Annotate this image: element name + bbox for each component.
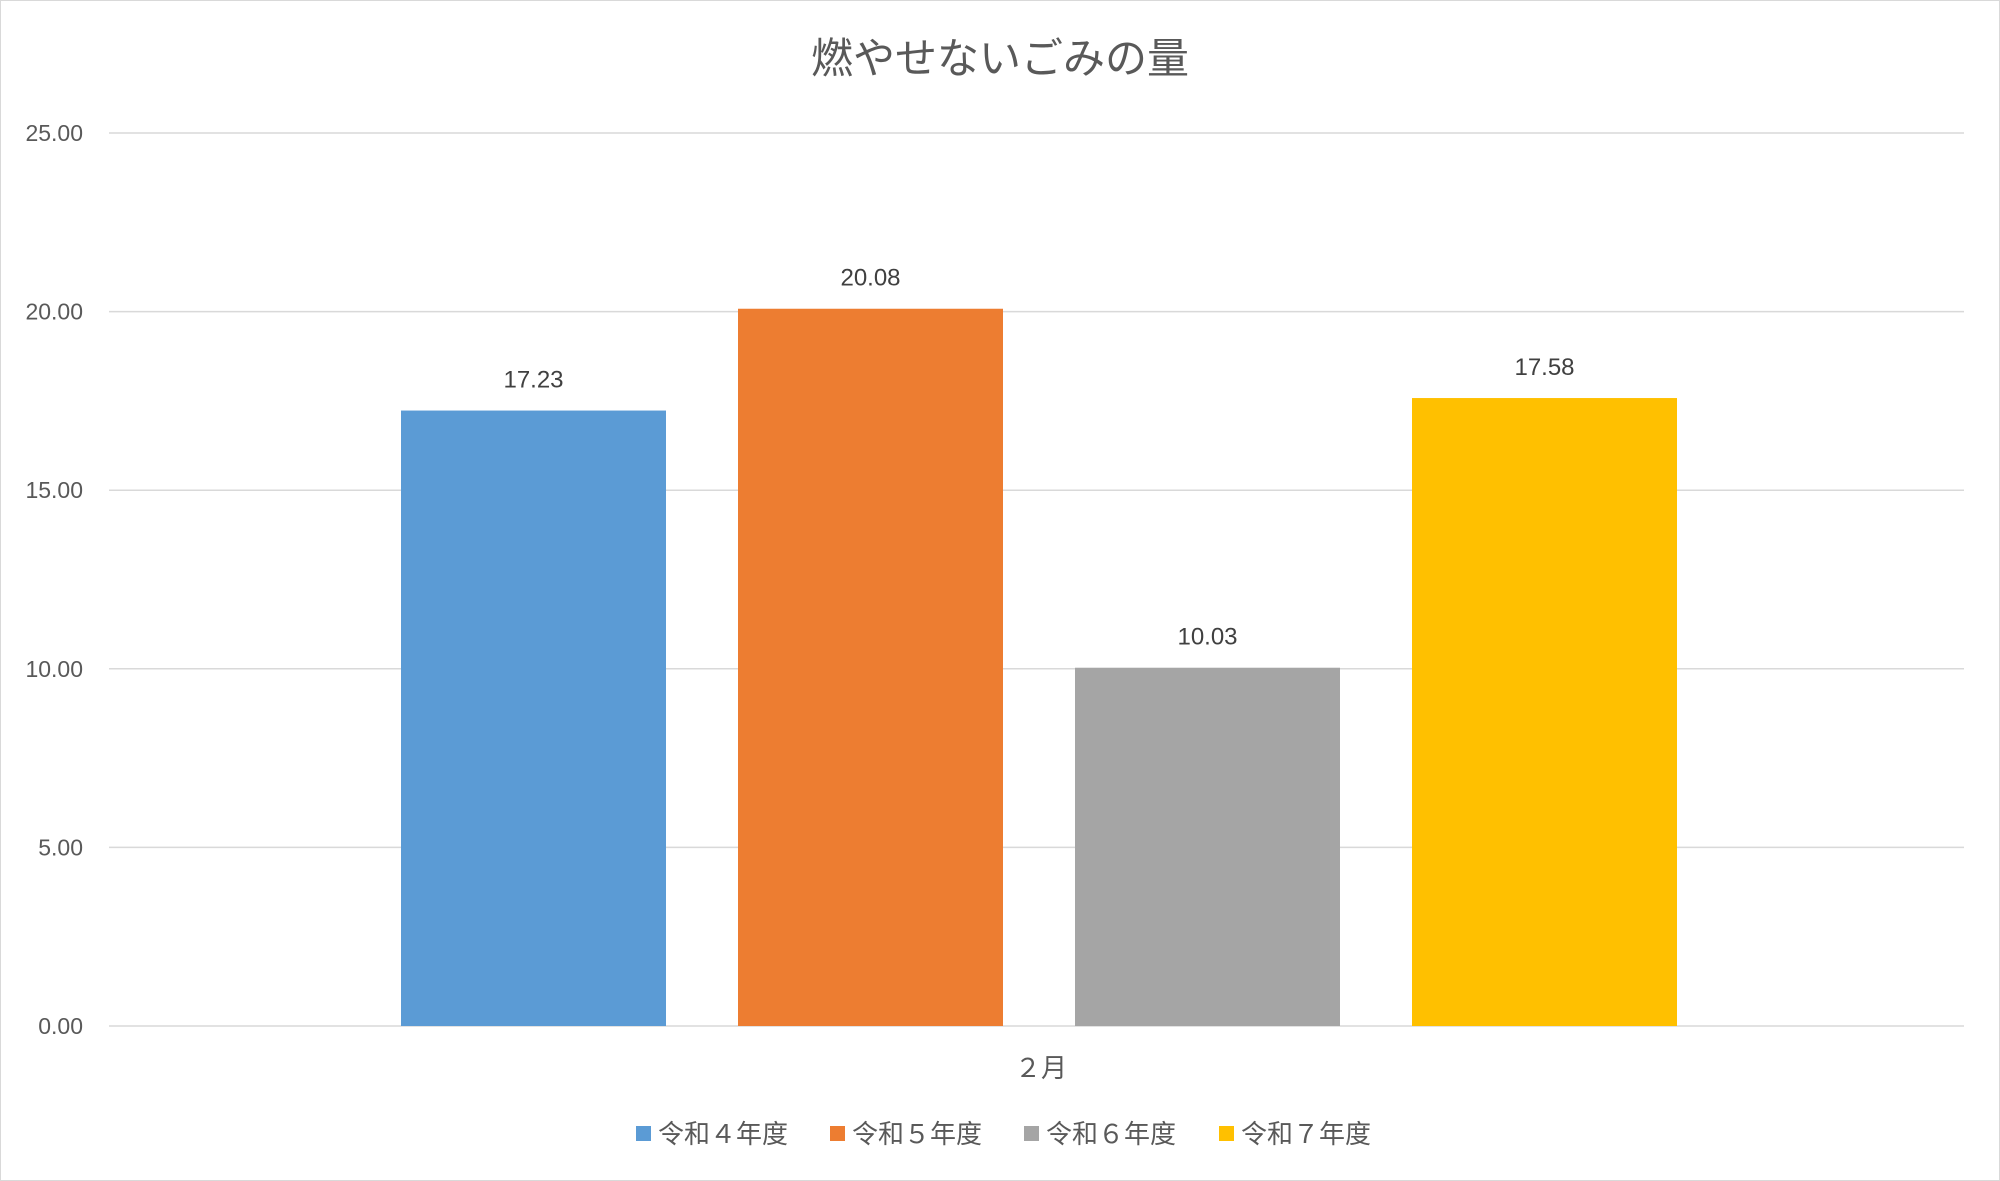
y-tick-label: 25.00 [25, 120, 83, 146]
bars [401, 308, 1677, 1027]
bar-2 [738, 308, 1003, 1026]
x-category-label: ２月 [1015, 1054, 1067, 1084]
data-label: 20.08 [840, 265, 900, 292]
legend-label: 令和４年度 [658, 1120, 788, 1150]
legend-swatch [830, 1126, 845, 1141]
y-tick-label: 15.00 [25, 477, 83, 503]
legend-label: 令和６年度 [1046, 1120, 1176, 1150]
y-tick-label: 20.00 [25, 299, 83, 325]
bar-4 [1412, 398, 1677, 1027]
legend-label: 令和７年度 [1241, 1120, 1371, 1150]
legend-swatch [1024, 1126, 1039, 1141]
legend-swatch [1219, 1126, 1234, 1141]
y-tick-label: 5.00 [38, 834, 83, 860]
data-label: 10.03 [1177, 624, 1237, 651]
chart-title: 燃やせないごみの量 [811, 34, 1189, 83]
y-tick-label: 10.00 [25, 656, 83, 682]
data-labels: 17.23 20.08 10.03 17.58 [503, 265, 1574, 651]
x-axis-categories: ２月 [1015, 1054, 1067, 1084]
gridlines [109, 132, 1964, 1027]
bar-1 [401, 410, 666, 1026]
legend-label: 令和５年度 [852, 1120, 982, 1150]
data-label: 17.58 [1514, 354, 1574, 381]
data-label: 17.23 [503, 367, 563, 394]
legend-swatch [636, 1126, 651, 1141]
y-axis-ticks: 0.00 5.00 10.00 15.00 20.00 25.00 [25, 120, 83, 1039]
legend: 令和４年度 令和５年度 令和６年度 令和７年度 [636, 1120, 1371, 1150]
bar-3 [1075, 667, 1340, 1026]
y-tick-label: 0.00 [38, 1013, 83, 1039]
